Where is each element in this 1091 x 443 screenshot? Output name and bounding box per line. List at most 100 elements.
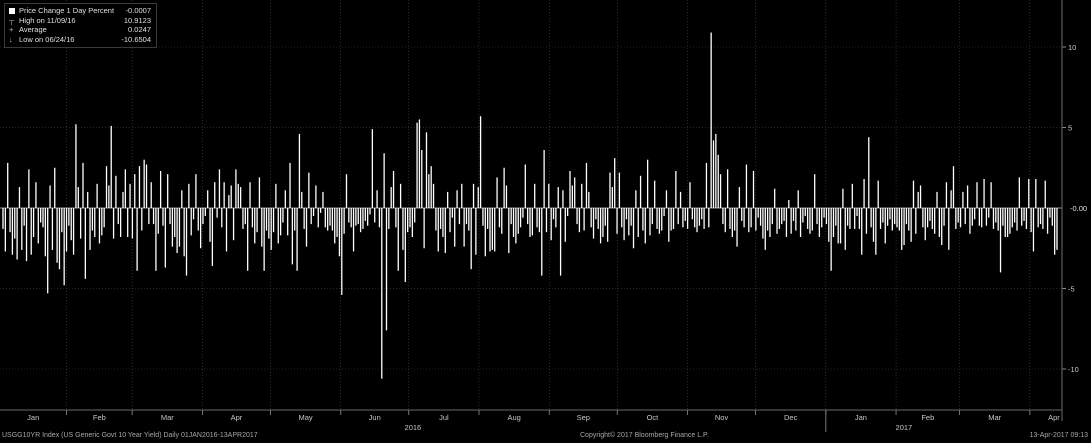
bar [896, 208, 898, 228]
bar [141, 208, 143, 231]
bar [875, 208, 877, 255]
bar [1018, 177, 1020, 208]
y-axis: 10 5 -5 -10 -0.00 [1062, 43, 1087, 374]
bar [936, 191, 938, 208]
bar [343, 208, 345, 234]
bar [835, 208, 837, 226]
bar [630, 208, 632, 226]
bar [331, 208, 334, 231]
bar [40, 208, 42, 223]
bar [157, 208, 159, 234]
bar [479, 116, 482, 208]
bar [715, 133, 717, 208]
bar [232, 208, 235, 241]
bar [854, 208, 856, 229]
bar [397, 208, 399, 271]
bar [435, 208, 437, 231]
bar [308, 172, 310, 208]
bar [792, 208, 795, 221]
bar [865, 208, 868, 234]
bar [830, 208, 832, 271]
bar [952, 166, 955, 208]
bar [1042, 208, 1044, 229]
bar [644, 208, 646, 244]
bar [621, 208, 623, 228]
bar [287, 208, 289, 236]
bar [825, 208, 828, 225]
bar [1011, 208, 1013, 228]
bar [541, 208, 543, 276]
x-tick-label: Feb [921, 413, 934, 422]
bar [703, 208, 705, 229]
bar [672, 208, 675, 229]
bar [901, 208, 903, 250]
bar [632, 208, 635, 249]
bar [21, 208, 23, 250]
bar [981, 208, 983, 228]
bar [491, 208, 493, 250]
bar [16, 208, 18, 260]
bar [176, 208, 178, 254]
bar [228, 195, 230, 208]
bar [588, 191, 590, 208]
y-tick-label: -5 [1068, 285, 1075, 294]
bar [997, 208, 999, 231]
bar [482, 208, 484, 226]
bar [115, 175, 117, 208]
bar [679, 191, 682, 208]
bar [301, 191, 303, 208]
bar [319, 208, 322, 213]
bar [670, 208, 672, 231]
bar [646, 159, 649, 208]
bar [75, 124, 77, 208]
bar [585, 162, 588, 208]
bar [1023, 208, 1025, 221]
bar [185, 208, 188, 276]
bar [1016, 208, 1018, 231]
bar [70, 208, 72, 241]
bar [1044, 180, 1046, 208]
bar [225, 208, 228, 252]
bar [517, 208, 519, 234]
bar [976, 182, 978, 208]
bar [105, 166, 108, 208]
bar [1046, 208, 1049, 234]
bar [181, 190, 183, 208]
bar [625, 208, 628, 220]
bar [614, 158, 616, 208]
bar [124, 169, 126, 208]
bar [263, 208, 265, 271]
bar [458, 208, 461, 225]
x-tick-label: Apr [1048, 413, 1060, 422]
bar [390, 187, 392, 208]
bar [955, 208, 957, 229]
year-label: 2017 [896, 423, 913, 432]
bar [496, 177, 498, 208]
bar [305, 208, 308, 247]
bar [171, 208, 174, 247]
bar [1002, 208, 1004, 226]
bar [68, 208, 70, 226]
x-tick-label: Dec [784, 413, 798, 422]
bar [472, 183, 475, 208]
bar [938, 208, 941, 237]
bar [1009, 208, 1011, 234]
bar [858, 208, 861, 229]
bar [1049, 208, 1051, 218]
bar [336, 208, 338, 237]
bar [567, 208, 569, 217]
bar [47, 208, 49, 294]
bar [96, 183, 98, 208]
bar [162, 208, 164, 226]
bar [512, 208, 515, 237]
bar [592, 208, 595, 239]
bar [501, 208, 503, 234]
legend-low-row: ↓ Low on 06/24/16 -10.6504 [9, 35, 151, 45]
bar [774, 188, 776, 208]
bar [277, 208, 279, 244]
bar [515, 208, 517, 244]
bar [456, 190, 458, 208]
bar [759, 208, 762, 226]
bar [658, 208, 661, 234]
bar [350, 208, 352, 228]
